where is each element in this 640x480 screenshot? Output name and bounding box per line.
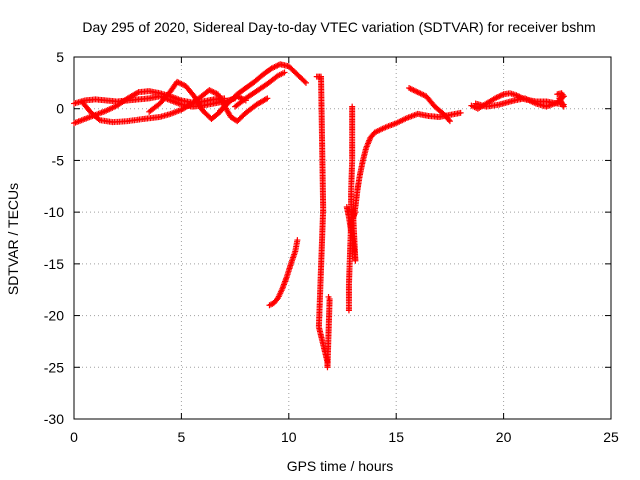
data-point (457, 109, 464, 116)
data-point (134, 89, 141, 96)
x-tick-label: 20 (496, 429, 512, 445)
data-point (95, 116, 102, 123)
data-points (71, 61, 567, 371)
x-tick-label: 10 (281, 429, 297, 445)
data-point (560, 102, 567, 109)
data-point (349, 103, 356, 110)
axis-ticks (73, 56, 612, 420)
data-point (302, 79, 309, 86)
x-axis-label: GPS time / hours (287, 458, 394, 474)
chart-title: Day 295 of 2020, Sidereal Day-to-day VTE… (82, 19, 595, 35)
x-tick-label: 25 (603, 429, 619, 445)
y-tick-label: 5 (56, 49, 64, 65)
y-tick-label: -5 (52, 152, 65, 168)
data-point (325, 293, 332, 300)
data-point (262, 96, 269, 103)
data-point (281, 69, 288, 76)
data-point (264, 95, 271, 102)
x-tick-label: 0 (70, 429, 78, 445)
y-tick-label: 0 (56, 101, 64, 117)
y-tick-label: -30 (44, 411, 64, 427)
data-point (446, 118, 453, 125)
tick-labels: 0 5 10 15 20 25 5 0 -5 -10 -15 -20 -25 -30 (44, 49, 619, 445)
x-tick-label: 15 (388, 429, 404, 445)
data-point (445, 116, 452, 123)
x-tick-label: 5 (178, 429, 186, 445)
y-tick-label: -20 (44, 308, 64, 324)
gridlines (74, 57, 611, 419)
data-point (560, 103, 567, 110)
data-point (294, 237, 301, 244)
y-tick-label: -25 (44, 359, 64, 375)
y-axis-label: SDTVAR / TECUs (5, 183, 21, 295)
data-point (301, 78, 308, 85)
plot-frame (73, 56, 612, 420)
y-tick-label: -15 (44, 256, 64, 272)
y-tick-label: -10 (44, 204, 64, 220)
